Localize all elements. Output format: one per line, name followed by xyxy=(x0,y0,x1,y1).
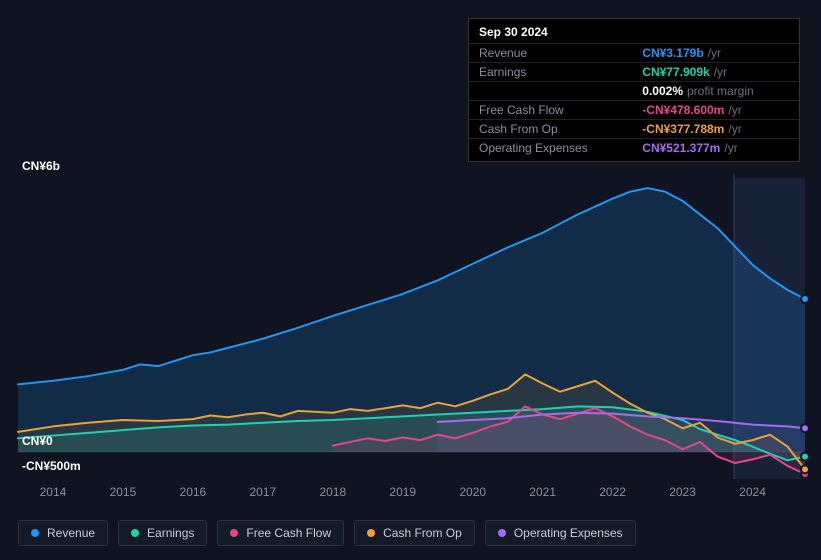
x-axis-tick-label: 2016 xyxy=(180,485,207,499)
x-axis-tick-label: 2024 xyxy=(739,485,766,499)
tooltip-row-value: CN¥3.179b/yr xyxy=(632,44,799,63)
x-axis-tick-label: 2017 xyxy=(249,485,276,499)
hover-tooltip: Sep 30 2024 RevenueCN¥3.179b/yrEarningsC… xyxy=(468,18,800,162)
tooltip-row-label: Earnings xyxy=(469,63,632,82)
tooltip-row-label: Free Cash Flow xyxy=(469,101,632,120)
legend-swatch xyxy=(498,529,506,537)
tooltip-row-value: -CN¥377.788m/yr xyxy=(632,120,799,139)
x-axis-tick-label: 2020 xyxy=(459,485,486,499)
legend-label: Free Cash Flow xyxy=(246,526,331,540)
chart-legend: Revenue Earnings Free Cash Flow Cash From O… xyxy=(18,520,636,546)
x-axis-tick-label: 2022 xyxy=(599,485,626,499)
x-axis-tick-label: 2018 xyxy=(319,485,346,499)
legend-swatch xyxy=(230,529,238,537)
x-axis-tick-label: 2023 xyxy=(669,485,696,499)
legend-swatch xyxy=(131,529,139,537)
legend-item-earnings[interactable]: Earnings xyxy=(118,520,207,546)
y-axis-tick-label: CN¥6b xyxy=(22,159,60,173)
x-axis-tick-label: 2015 xyxy=(110,485,137,499)
y-axis-tick-label: CN¥0 xyxy=(22,434,53,448)
legend-item-cfo[interactable]: Cash From Op xyxy=(354,520,475,546)
x-axis-tick-label: 2021 xyxy=(529,485,556,499)
legend-label: Operating Expenses xyxy=(514,526,623,540)
tooltip-date: Sep 30 2024 xyxy=(469,23,799,43)
tooltip-row-value: CN¥521.377m/yr xyxy=(632,139,799,158)
y-axis-tick-label: -CN¥500m xyxy=(22,459,81,473)
legend-swatch xyxy=(367,529,375,537)
legend-item-opex[interactable]: Operating Expenses xyxy=(485,520,636,546)
x-axis-tick-label: 2014 xyxy=(40,485,67,499)
legend-label: Earnings xyxy=(147,526,194,540)
tooltip-row-label: Cash From Op xyxy=(469,120,632,139)
legend-swatch xyxy=(31,529,39,537)
tooltip-row-value: CN¥77.909k/yr xyxy=(632,63,799,82)
tooltip-row-label xyxy=(469,82,632,101)
legend-label: Cash From Op xyxy=(383,526,462,540)
legend-item-revenue[interactable]: Revenue xyxy=(18,520,108,546)
tooltip-row-label: Revenue xyxy=(469,44,632,63)
tooltip-row-value: 0.002%profit margin xyxy=(632,82,799,101)
legend-label: Revenue xyxy=(47,526,95,540)
legend-item-fcf[interactable]: Free Cash Flow xyxy=(217,520,344,546)
tooltip-row-value: -CN¥478.600m/yr xyxy=(632,101,799,120)
x-axis-tick-label: 2019 xyxy=(389,485,416,499)
tooltip-row-label: Operating Expenses xyxy=(469,139,632,158)
